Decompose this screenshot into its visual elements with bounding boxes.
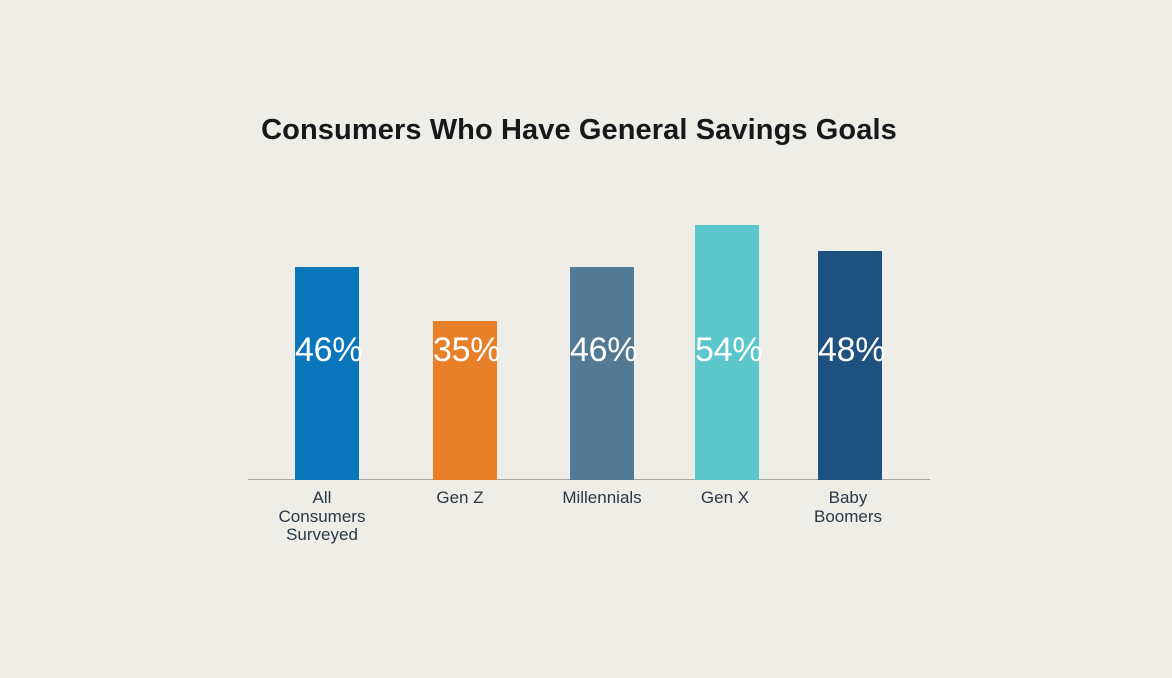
- bar-value-baby-boomers: 48%: [818, 331, 886, 369]
- bar-gen-x[interactable]: 54%: [695, 225, 763, 480]
- bar-value-millennials: 46%: [570, 331, 638, 369]
- chart-title: Consumers Who Have General Savings Goals: [0, 110, 1172, 150]
- bar-value-gen-x: 54%: [695, 331, 763, 369]
- bar-baby-boomers[interactable]: 48%: [818, 251, 886, 480]
- bar-gen-z[interactable]: 35%: [433, 321, 501, 480]
- bar-group-baby-boomers: 48%: [818, 181, 886, 480]
- bar-value-gen-z: 35%: [433, 331, 501, 369]
- category-label-gen-z: Gen Z: [436, 488, 484, 507]
- category-label-millennials: Millennials: [562, 488, 642, 507]
- category-label-baby-boomers: Baby Boomers: [813, 488, 883, 526]
- bar-all-consumers[interactable]: 46%: [295, 267, 363, 480]
- bar-value-all-consumers: 46%: [295, 331, 363, 369]
- plot-area: 46% 35% 46% 54% 48%: [248, 180, 930, 480]
- chart-title-text: Consumers Who Have General Savings Goals: [261, 114, 897, 146]
- category-label-gen-x: Gen X: [700, 488, 750, 507]
- bar-millennials[interactable]: 46%: [570, 267, 638, 480]
- bar-group-gen-x: 54%: [695, 181, 763, 480]
- category-label-all-consumers: All Consumers Surveyed: [278, 488, 366, 544]
- bar-group-millennials: 46%: [570, 181, 638, 480]
- bar-group-all-consumers: 46%: [295, 181, 363, 480]
- bar-group-gen-z: 35%: [433, 181, 501, 480]
